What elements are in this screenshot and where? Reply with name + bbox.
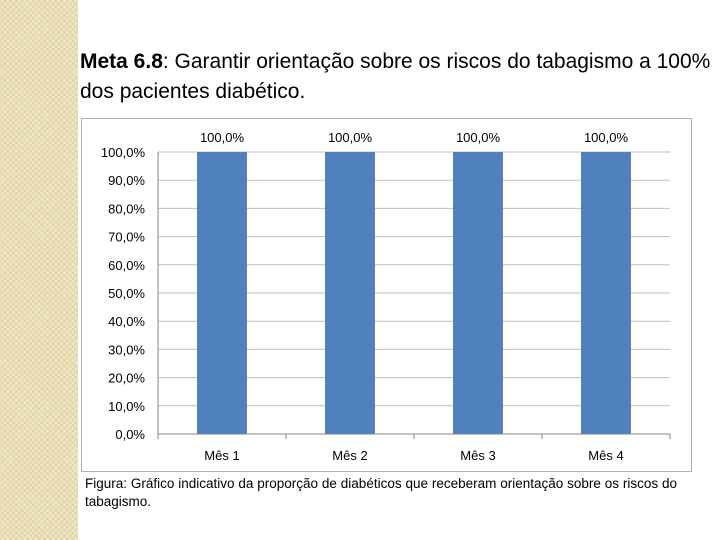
bar: [325, 152, 375, 434]
y-tick-label: 30,0%: [108, 342, 145, 357]
bar: [453, 152, 503, 434]
x-category-label: Mês 4: [588, 448, 623, 463]
title-goal-number: Meta 6.8: [80, 50, 163, 73]
data-label: 100,0%: [584, 130, 629, 145]
y-tick-label: 90,0%: [108, 173, 145, 188]
decorative-side-strip: [0, 0, 78, 540]
y-tick-label: 60,0%: [108, 258, 145, 273]
y-tick-label: 100,0%: [101, 145, 146, 160]
y-tick-label: 40,0%: [108, 314, 145, 329]
y-tick-label: 70,0%: [108, 230, 145, 245]
y-tick-label: 50,0%: [108, 286, 145, 301]
y-tick-label: 10,0%: [108, 399, 145, 414]
data-label: 100,0%: [200, 130, 245, 145]
y-tick-label: 20,0%: [108, 371, 145, 386]
y-tick-label: 0,0%: [115, 427, 145, 442]
x-category-label: Mês 2: [332, 448, 367, 463]
figure-caption: Figura: Gráfico indicativo da proporção …: [85, 476, 677, 509]
bar-chart: 0,0% 10,0% 20,0% 30,0% 40,0% 50,0% 60,0% 70,0% 8…: [81, 118, 692, 472]
x-category-label: Mês 3: [460, 448, 495, 463]
bar-chart-svg: 0,0% 10,0% 20,0% 30,0% 40,0% 50,0% 60,0% 70,0% 8…: [101, 130, 671, 463]
title-goal-text: : Garantir orientação sobre os riscos do…: [80, 50, 711, 103]
x-category-label: Mês 1: [204, 448, 239, 463]
bar: [197, 152, 247, 434]
data-label: 100,0%: [328, 130, 373, 145]
bar: [581, 152, 631, 434]
data-label: 100,0%: [456, 130, 501, 145]
slide-title: Meta 6.8: Garantir orientação sobre os r…: [80, 47, 716, 107]
y-tick-label: 80,0%: [108, 201, 145, 216]
